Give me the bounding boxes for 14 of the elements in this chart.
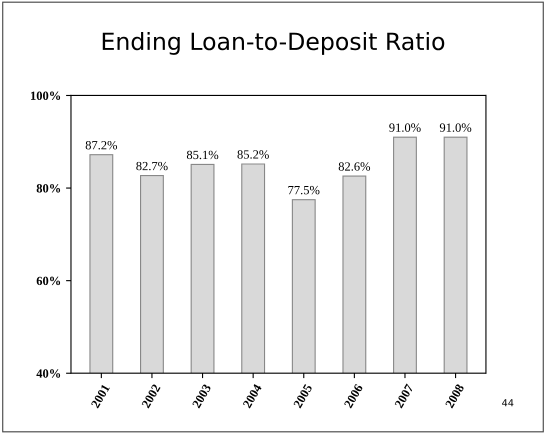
text: 44 [502,399,514,406]
data-label: 77.5% [288,186,320,194]
y-tick-label: 100% [31,92,60,100]
y-tick-label: 60% [36,276,60,286]
data-label: 91.0% [389,123,421,132]
data-label: 85.2% [237,150,269,159]
data-label: 85.1% [186,150,218,160]
chart-title: Ending Loan-to-Deposit Ratio [102,32,444,55]
y-tick-label: 40% [36,369,60,378]
data-label: 82.6% [338,162,370,171]
data-label: 87.2% [86,140,118,150]
y-tick-label: 80% [36,184,60,193]
data-label: 82.7% [136,162,168,170]
data-label: 91.0% [440,123,472,132]
